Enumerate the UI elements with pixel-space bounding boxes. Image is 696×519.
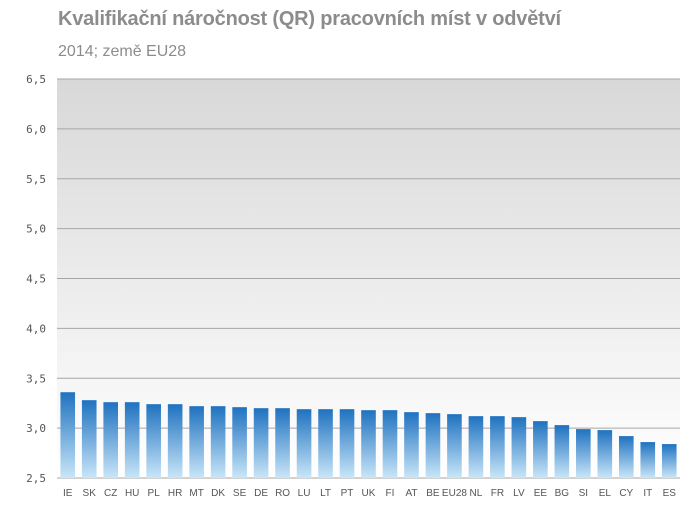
bar-fr — [490, 416, 505, 478]
bar-cy — [618, 436, 634, 478]
x-tick-label: IE — [63, 488, 73, 499]
x-tick-label: IT — [643, 488, 652, 499]
x-tick-label: BE — [426, 488, 440, 499]
x-tick-label: DK — [211, 488, 225, 499]
bar-nl — [468, 416, 484, 478]
bar-lu — [296, 409, 312, 478]
x-tick-label: DE — [254, 488, 268, 499]
x-tick-label: UK — [362, 488, 376, 499]
x-tick-label: PT — [341, 488, 354, 499]
bar-ro — [275, 408, 290, 478]
y-axis-ticks: 6,5 6,0 5,5 5,0 4,5 4,0 3,5 3,0 2,5 — [26, 73, 46, 485]
chart-subtitle: 2014; země EU28 — [58, 43, 187, 60]
x-tick-label: SI — [579, 488, 588, 499]
y-tick-label: 5,5 — [26, 173, 46, 186]
y-tick-label: 3,0 — [26, 422, 46, 435]
bar-mt — [189, 406, 204, 478]
x-tick-label: RO — [275, 488, 290, 499]
y-tick-label: 6,0 — [26, 123, 46, 136]
x-tick-label: EU28 — [442, 488, 467, 499]
y-tick-label: 5,0 — [26, 223, 46, 236]
y-tick-label: 2,5 — [26, 472, 46, 485]
x-tick-label: PL — [148, 488, 161, 499]
bar-hu — [124, 402, 140, 478]
x-tick-label: AT — [405, 488, 417, 499]
y-tick-label: 6,5 — [26, 73, 46, 86]
x-tick-label: HR — [168, 488, 182, 499]
x-tick-label: LT — [320, 488, 331, 499]
x-axis-ticks: IE SK CZ HU PL HR MT DK SE DE RO LU LT PT UK FI AT BE EU28… — [63, 488, 676, 499]
x-tick-label: CY — [619, 488, 633, 499]
bar-es — [661, 444, 677, 478]
x-tick-label: BG — [555, 488, 570, 499]
bar-pt — [339, 409, 355, 478]
y-tick-label: 3,5 — [26, 372, 46, 385]
bar-hr — [167, 404, 183, 478]
bar-lv — [511, 417, 527, 478]
x-tick-label: EL — [599, 488, 612, 499]
bar-uk — [361, 410, 376, 478]
bar-sk — [81, 400, 97, 478]
bar-bg — [554, 425, 570, 478]
x-tick-label: LV — [513, 488, 525, 499]
bar-si — [576, 429, 591, 478]
bars — [60, 392, 677, 478]
x-tick-label: NL — [470, 488, 483, 499]
x-tick-label: MT — [189, 488, 203, 499]
bar-dk — [210, 406, 226, 478]
bar-se — [232, 407, 247, 478]
chart-title: Kvalifikační náročnost (QR) pracovních m… — [58, 8, 561, 30]
bar-ee — [533, 421, 548, 478]
x-tick-label: LU — [298, 488, 311, 499]
x-tick-label: SE — [233, 488, 247, 499]
bar-eu28 — [447, 414, 462, 478]
x-tick-label: CZ — [104, 488, 117, 499]
x-tick-label: FI — [386, 488, 395, 499]
y-tick-label: 4,0 — [26, 322, 46, 335]
bar-be — [425, 413, 441, 478]
bar-de — [253, 408, 269, 478]
bar-el — [597, 430, 613, 478]
x-tick-label: HU — [125, 488, 139, 499]
x-tick-label: EE — [534, 488, 548, 499]
y-tick-label: 4,5 — [26, 273, 46, 286]
x-tick-label: ES — [663, 488, 677, 499]
bar-lt — [318, 409, 333, 478]
bar-ie — [60, 392, 76, 478]
bar-pl — [146, 404, 161, 478]
bar-fi — [382, 410, 398, 478]
bar-it — [640, 442, 656, 478]
x-tick-label: FR — [491, 488, 504, 499]
x-tick-label: SK — [83, 488, 97, 499]
bar-at — [404, 412, 419, 478]
bar-cz — [103, 402, 119, 478]
